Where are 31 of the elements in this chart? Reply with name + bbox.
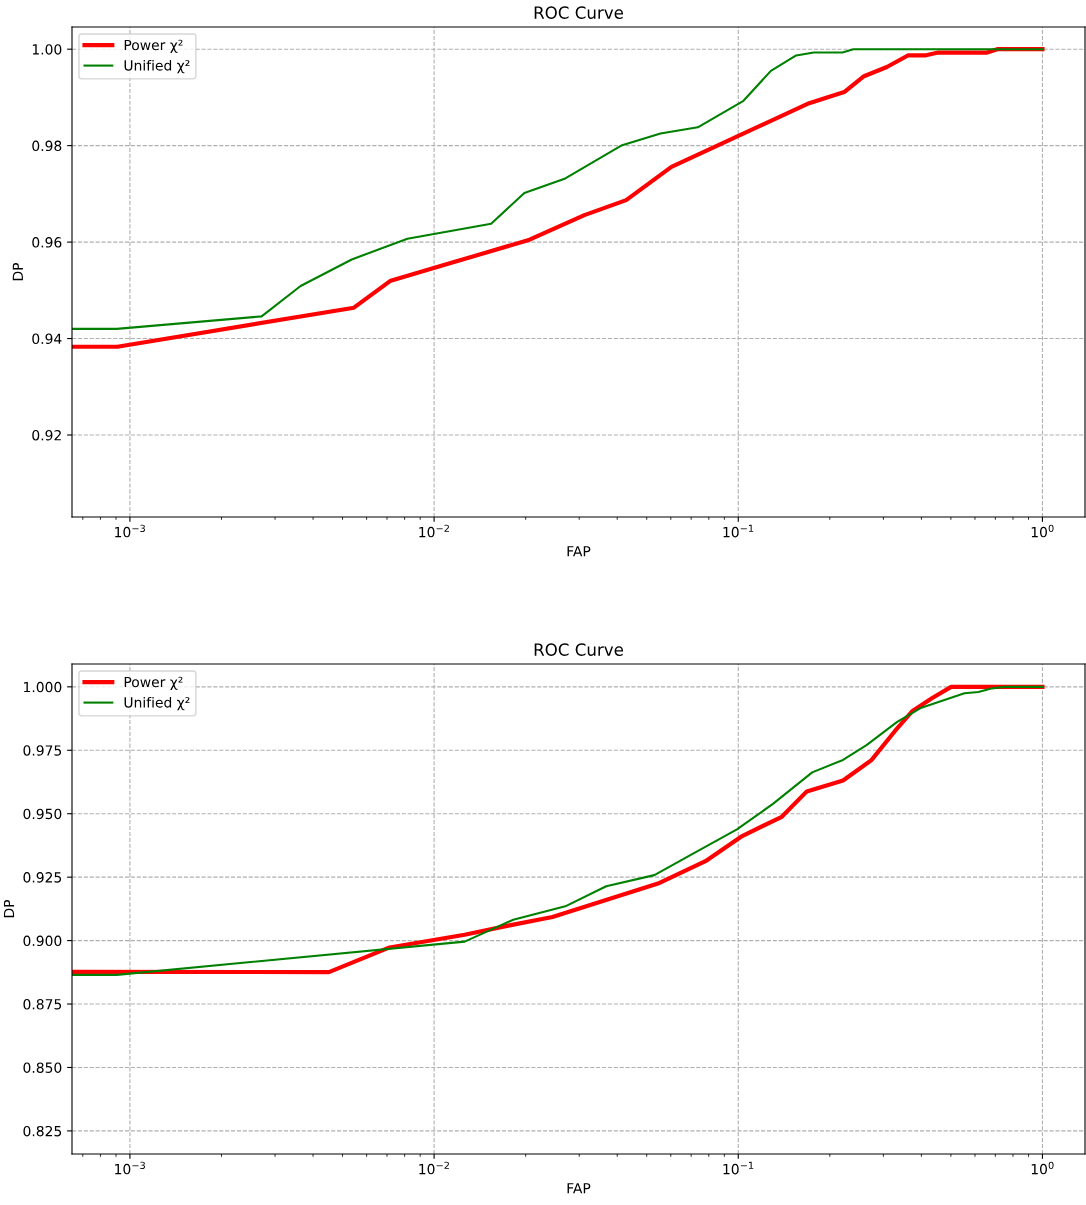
y-tick-label: 0.850 (23, 1062, 62, 1073)
y-tick-label: 0.875 (23, 999, 62, 1010)
chart-title: ROC Curve (534, 643, 624, 656)
legend-label: Unified χ² (124, 59, 190, 74)
y-axis-title: DP (3, 899, 15, 918)
x-tick-label: 10$^{−3}$ (115, 524, 145, 538)
x-tick-label: 10$^{−2}$ (419, 1161, 449, 1175)
x-tick-label: 10$^{0}$ (1031, 1161, 1054, 1175)
x-axis-title: FAP (567, 1183, 591, 1194)
x-axis-title: FAP (567, 546, 591, 557)
y-tick-label: 1.000 (24, 681, 62, 693)
y-tick-label: 0.950 (23, 808, 62, 820)
x-tick-label: 10$^{−1}$ (723, 1161, 754, 1175)
y-tick-label: 0.96 (32, 237, 62, 248)
x-tick-label: 10$^{−3}$ (115, 1161, 145, 1175)
legend-label: Power χ² (124, 676, 183, 690)
y-axis-title: DP (12, 262, 23, 281)
legend-label: Power χ² (124, 39, 183, 53)
x-tick-label: 10$^{0}$ (1031, 524, 1054, 538)
y-tick-label: 0.900 (23, 935, 62, 947)
x-tick-label: 10$^{−1}$ (723, 524, 754, 538)
y-tick-label: 0.975 (23, 745, 62, 756)
y-tick-label: 0.825 (23, 1125, 62, 1137)
y-tick-label: 0.94 (32, 333, 62, 345)
chart-title: ROC Curve (534, 6, 624, 19)
y-tick-label: 0.92 (32, 429, 61, 441)
y-tick-label: 1.00 (32, 44, 62, 55)
y-tick-label: 0.98 (32, 140, 62, 152)
legend-label: Unified χ² (124, 696, 190, 711)
x-tick-label: 10$^{−2}$ (419, 524, 449, 538)
y-tick-label: 0.925 (23, 872, 62, 883)
